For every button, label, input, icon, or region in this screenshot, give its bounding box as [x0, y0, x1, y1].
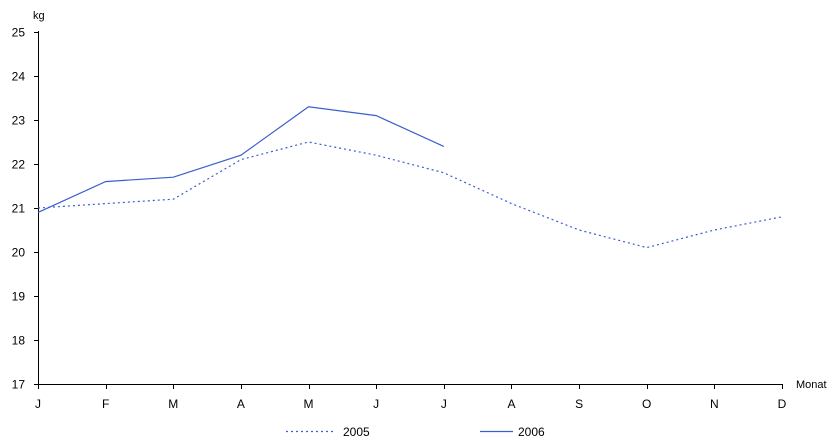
y-tick-label: 22 — [12, 158, 26, 172]
x-tick-label: M — [304, 397, 314, 411]
y-tick-label: 20 — [12, 246, 26, 260]
x-tick-label: M — [168, 397, 178, 411]
x-tick-label: S — [575, 397, 583, 411]
y-tick-label: 23 — [12, 114, 26, 128]
x-tick-label: J — [373, 397, 379, 411]
series-lines — [37, 106, 783, 249]
x-tick-label: F — [102, 397, 109, 411]
y-tick-label: 21 — [12, 202, 26, 216]
legend-label-2006: 2006 — [518, 425, 545, 436]
x-tick-label: A — [507, 397, 515, 411]
legend-label-2005: 2005 — [343, 425, 370, 436]
x-tick-label: J — [441, 397, 447, 411]
series-line-2005 — [37, 141, 783, 249]
y-tick-label: 19 — [12, 290, 26, 304]
x-tick-label: O — [642, 397, 651, 411]
legend: 2005 2006 — [286, 425, 545, 436]
y-tick-label: 24 — [12, 70, 26, 84]
series-line-2006 — [37, 106, 445, 213]
x-tick-label: J — [35, 397, 41, 411]
y-ticks: 17 18 19 20 21 22 23 24 25 — [12, 26, 38, 392]
x-tick-label: N — [710, 397, 719, 411]
x-axis-title: Monat — [796, 379, 827, 391]
y-tick-label: 18 — [12, 334, 26, 348]
x-tick-label: D — [778, 397, 787, 411]
y-axis-title: kg — [33, 10, 45, 22]
y-tick-label: 17 — [12, 378, 26, 392]
y-tick-label: 25 — [12, 26, 26, 40]
x-tick-label: A — [237, 397, 245, 411]
